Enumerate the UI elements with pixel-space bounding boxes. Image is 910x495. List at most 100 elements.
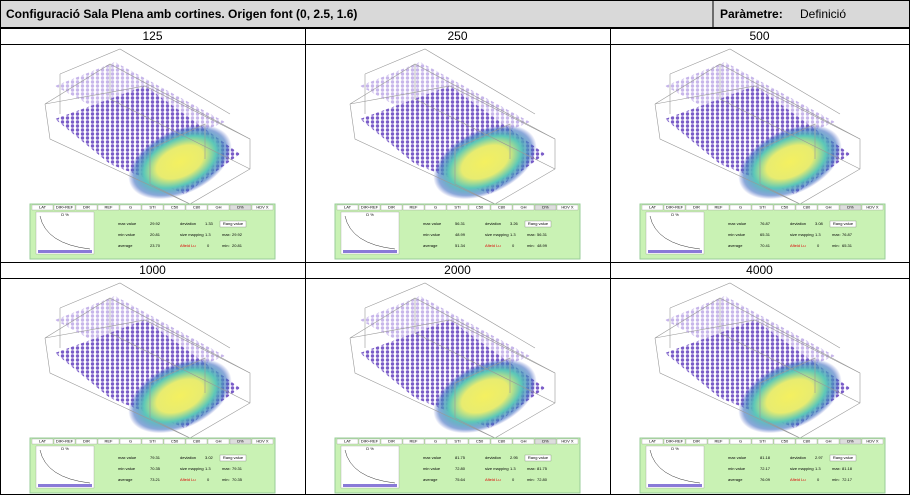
tab-label: DIR+REF [666, 205, 684, 210]
panel-label: deviation [180, 221, 196, 226]
panel-label: size mapping [180, 232, 204, 237]
graph-curve [649, 449, 701, 484]
tab [53, 438, 76, 445]
wireframe [654, 319, 861, 374]
rang-button[interactable] [524, 220, 552, 228]
panel-value: 0 [817, 243, 820, 248]
tab-label: GH [826, 439, 832, 444]
graph-area [340, 211, 400, 255]
panel-label: max value [728, 455, 747, 460]
tab-label: LAT [344, 439, 352, 444]
wireframe [149, 149, 191, 205]
graph-area [35, 445, 95, 489]
tab-label: HDV X [256, 205, 269, 210]
render: LAT DIR+REF DIR REF G STI C50 C80 GH D% HDV X D % ma… [29, 282, 276, 494]
tab-label: HDV X [866, 439, 879, 444]
rang-button[interactable] [829, 454, 857, 462]
frequency: 500 [749, 29, 769, 43]
graph-scale [648, 484, 702, 487]
graph-curve [649, 215, 701, 250]
graph-area [645, 211, 705, 255]
rang-button[interactable] [524, 454, 552, 462]
panel-label: min value [728, 466, 746, 471]
panel-value: 29.92 [150, 221, 161, 226]
panel-label: average [423, 243, 438, 248]
tab [424, 438, 447, 445]
panel-value: 1.33 [205, 221, 214, 226]
panel-value: 72.17 [842, 477, 853, 482]
wireframe [349, 319, 556, 374]
panel-label: Afield Lu [180, 477, 196, 482]
panel-label: max: [222, 466, 231, 471]
render: LAT DIR+REF DIR REF G STI C50 C80 GH D% HDV X D % ma… [29, 48, 276, 260]
tab [663, 204, 686, 211]
panel-value: 1.3 [510, 232, 516, 237]
panel-label: min: [527, 243, 535, 248]
frequency: 2000 [444, 263, 471, 277]
tab [141, 438, 164, 445]
tab [685, 438, 708, 445]
tab [185, 204, 208, 211]
wireframe [44, 319, 251, 374]
panel-label: max: [527, 466, 536, 471]
tab-label: DIR+REF [361, 439, 379, 444]
graph-label: D % [366, 446, 374, 451]
panel-value: 0 [512, 477, 515, 482]
tab [512, 204, 535, 211]
rang-button[interactable] [219, 454, 247, 462]
panel-value: 2.97 [815, 455, 824, 460]
panel-value: 70.41 [760, 243, 771, 248]
tab [207, 204, 230, 211]
panel-value: 51.34 [455, 243, 466, 248]
panel-value: 76.87 [760, 221, 771, 226]
tab-label: D% [847, 205, 854, 210]
heat [128, 124, 232, 200]
wireframe [414, 298, 556, 404]
panel-label: deviation [790, 221, 806, 226]
tab [512, 438, 535, 445]
panel-value: 70.35 [150, 466, 161, 471]
tab [534, 438, 557, 445]
tab-label: G [129, 205, 132, 210]
tab-label: HDV X [866, 205, 879, 210]
parameter-value: Definició [800, 7, 846, 21]
panel-label: average [423, 477, 438, 482]
panel-value: 0 [817, 477, 820, 482]
panel-label: Rang value [528, 455, 549, 460]
frequency: 125 [142, 29, 162, 43]
panel-value: 81.75 [537, 466, 548, 471]
panel-label: size mapping [790, 466, 814, 471]
panel-label: Rang value [833, 455, 854, 460]
panel-label: Afield Lu [790, 477, 806, 482]
graph-label: D % [61, 446, 69, 451]
panel-label: max value [118, 221, 137, 226]
rang-button[interactable] [219, 220, 247, 228]
tab [402, 204, 425, 211]
tab [707, 438, 730, 445]
tab [861, 204, 884, 211]
heat [738, 124, 842, 200]
panel-value: 75.64 [455, 477, 466, 482]
tab [773, 438, 796, 445]
tab-label: STI [149, 439, 155, 444]
graph-label: D % [671, 446, 679, 451]
tab-label: GH [521, 205, 527, 210]
rang-button[interactable] [829, 220, 857, 228]
graph-scale [343, 250, 397, 253]
wireframe [759, 149, 801, 205]
panel-label: Afield Lu [485, 477, 501, 482]
panel-label: Afield Lu [790, 243, 806, 248]
tab-label: HDV X [561, 205, 574, 210]
tab-label: DIR [83, 439, 90, 444]
tab [97, 204, 120, 211]
panel-value: 1.3 [815, 232, 821, 237]
panel-label: deviation [485, 221, 501, 226]
tab [446, 438, 469, 445]
wireframe [414, 64, 556, 170]
panel-value: 79.31 [150, 455, 161, 460]
panel-value: 29.92 [232, 232, 243, 237]
panel-label: max value [423, 221, 442, 226]
tab [663, 438, 686, 445]
tab-label: DIR+REF [666, 439, 684, 444]
panel-label: min: [222, 243, 230, 248]
